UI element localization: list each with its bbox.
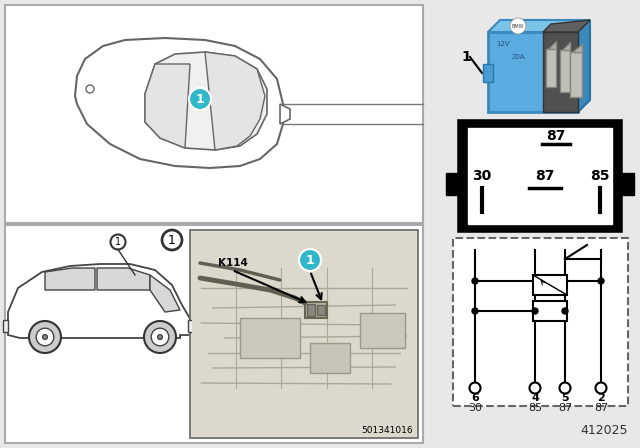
Text: 1: 1 (461, 50, 471, 64)
Bar (460, 122, 620, 230)
Polygon shape (97, 268, 150, 290)
Bar (192, 232, 416, 436)
Circle shape (111, 234, 125, 250)
Circle shape (472, 308, 478, 314)
Polygon shape (145, 52, 267, 150)
Bar (317, 305, 325, 315)
Text: 87: 87 (594, 403, 608, 413)
Bar (618, 173, 634, 195)
Bar (307, 304, 315, 316)
Circle shape (36, 328, 54, 346)
Polygon shape (548, 41, 556, 49)
Text: 412025: 412025 (580, 423, 628, 436)
Polygon shape (488, 20, 590, 32)
Polygon shape (543, 32, 578, 112)
Bar (533, 301, 567, 321)
Text: 1: 1 (115, 237, 121, 247)
Polygon shape (45, 268, 95, 290)
Polygon shape (75, 38, 283, 168)
Polygon shape (150, 275, 180, 312)
Text: 1: 1 (168, 233, 176, 246)
Circle shape (299, 249, 321, 271)
Polygon shape (205, 52, 265, 150)
Circle shape (532, 308, 538, 314)
Polygon shape (572, 44, 582, 52)
Text: 30: 30 (468, 403, 482, 413)
Bar (533, 275, 567, 295)
Bar (305, 302, 327, 318)
Text: 501341016: 501341016 (362, 426, 413, 435)
Polygon shape (546, 49, 556, 87)
Circle shape (510, 18, 526, 34)
Bar (446, 173, 462, 195)
Bar (190, 230, 418, 438)
Text: BMW: BMW (512, 23, 524, 29)
Bar (188, 320, 193, 332)
Text: 5: 5 (561, 393, 569, 403)
Circle shape (162, 230, 182, 250)
Bar (310, 343, 350, 373)
Polygon shape (562, 42, 570, 50)
Circle shape (562, 308, 568, 314)
Polygon shape (145, 64, 190, 148)
Text: 20A: 20A (511, 54, 525, 60)
Polygon shape (570, 52, 582, 97)
Circle shape (470, 383, 481, 393)
Bar (453, 238, 628, 406)
Bar (240, 318, 300, 358)
Circle shape (86, 85, 94, 93)
Polygon shape (488, 32, 578, 112)
Circle shape (29, 321, 61, 353)
Text: K114: K114 (218, 258, 248, 268)
Polygon shape (560, 50, 570, 92)
Polygon shape (8, 264, 192, 338)
Text: 1: 1 (306, 254, 314, 267)
Circle shape (472, 278, 478, 284)
Text: 87: 87 (547, 129, 566, 143)
Text: 12V: 12V (496, 41, 510, 47)
Circle shape (529, 383, 541, 393)
Circle shape (189, 88, 211, 110)
Polygon shape (280, 104, 290, 124)
Text: 1: 1 (196, 92, 204, 105)
Circle shape (157, 335, 163, 340)
Text: 2: 2 (597, 393, 605, 403)
Circle shape (151, 328, 169, 346)
Text: 30: 30 (472, 169, 492, 183)
Polygon shape (543, 20, 590, 32)
Bar (5, 225, 423, 443)
Bar (468, 128, 612, 224)
Text: 85: 85 (590, 169, 610, 183)
Bar (350, 424, 416, 436)
Polygon shape (578, 20, 590, 112)
Text: 87: 87 (535, 169, 555, 183)
Circle shape (595, 383, 607, 393)
Bar (3, 320, 8, 332)
Circle shape (43, 335, 47, 340)
Text: 6: 6 (471, 393, 479, 403)
Text: 85: 85 (528, 403, 542, 413)
Text: 4: 4 (531, 393, 539, 403)
Bar (5, 5, 423, 223)
Circle shape (144, 321, 176, 353)
Bar (483, 64, 493, 82)
Bar (360, 313, 405, 348)
Text: 87: 87 (558, 403, 572, 413)
Circle shape (598, 278, 604, 284)
Circle shape (559, 383, 570, 393)
